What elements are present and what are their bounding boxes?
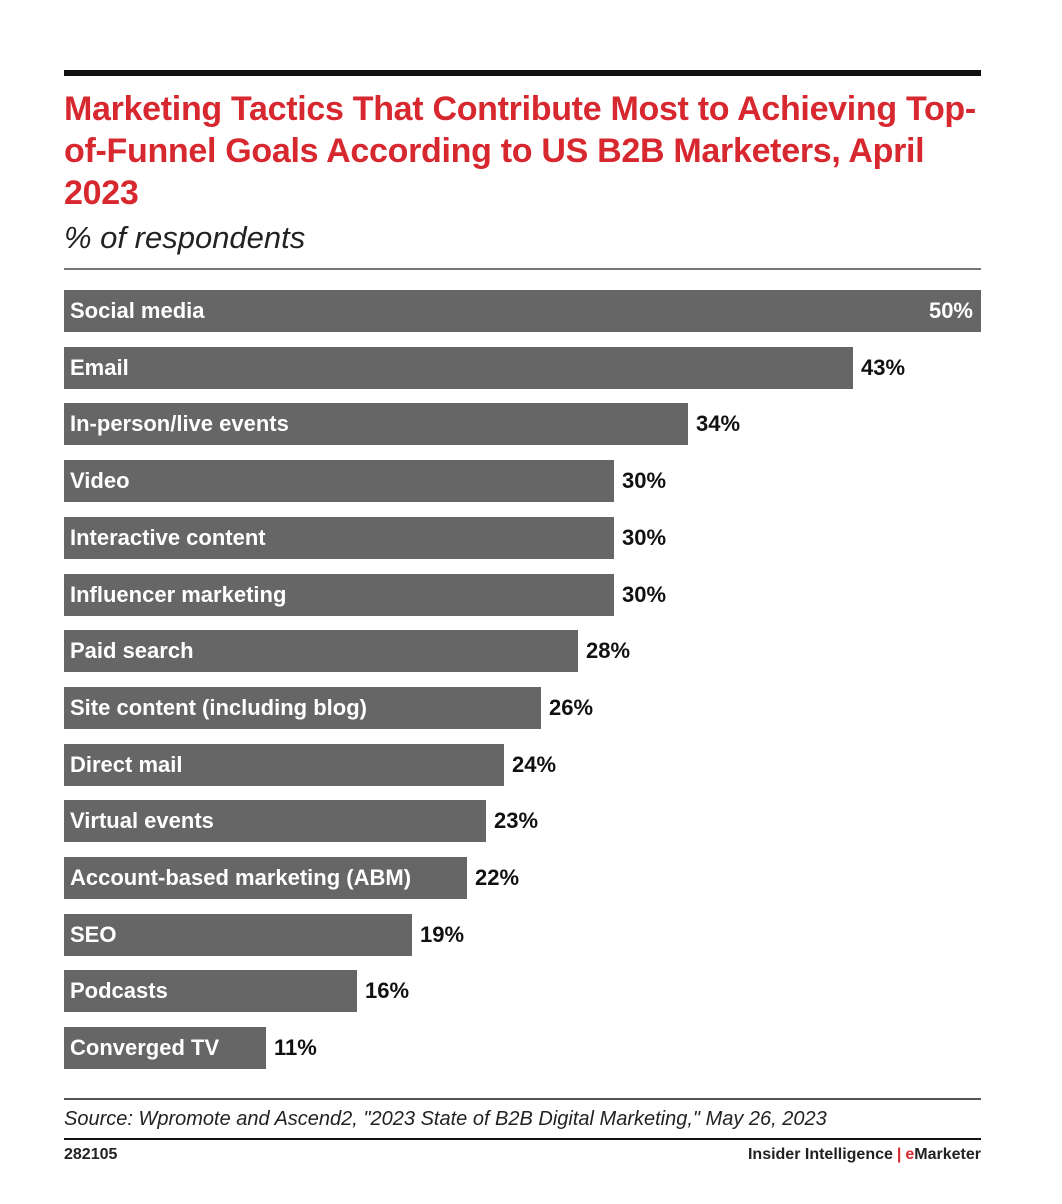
source-note: Source: Wpromote and Ascend2, "2023 Stat… <box>64 1108 827 1130</box>
bar <box>64 403 688 445</box>
value-label: 26% <box>549 695 594 720</box>
value-label: 19% <box>420 922 465 947</box>
chart-title: Marketing Tactics That Contribute Most t… <box>64 90 976 212</box>
value-label: 24% <box>512 752 557 777</box>
bar-row: Paid search 28% <box>64 630 981 672</box>
category-label: Paid search <box>70 638 194 663</box>
category-label: Converged TV <box>70 1035 220 1060</box>
bar-row: Virtual events 23% <box>64 800 981 842</box>
value-label: 50% <box>928 298 973 323</box>
bar-row: SEO 19% <box>64 914 981 956</box>
bar-row: Email 43% <box>64 347 981 389</box>
brand-marketer: Marketer <box>914 1146 981 1163</box>
category-label: Account-based marketing (ABM) <box>70 865 412 890</box>
footer: 282105 Insider Intelligence | eMarketer <box>64 1146 981 1174</box>
chart-id: 282105 <box>64 1146 118 1163</box>
brand-e: e <box>905 1146 915 1163</box>
category-label: Podcasts <box>70 978 168 1003</box>
brand-separator: | <box>896 1146 902 1163</box>
source-divider <box>64 1098 981 1100</box>
top-rule <box>64 70 981 76</box>
footer-divider <box>64 1138 981 1140</box>
value-label: 22% <box>475 865 520 890</box>
bar-row: Converged TV 11% <box>64 1027 981 1069</box>
value-label: 30% <box>622 582 667 607</box>
bar <box>64 687 541 729</box>
bar-row: Interactive content 30% <box>64 517 981 559</box>
bar <box>64 460 614 502</box>
category-label: Influencer marketing <box>70 582 287 607</box>
category-label: SEO <box>70 922 117 947</box>
value-label: 23% <box>494 808 539 833</box>
value-label: 28% <box>586 638 631 663</box>
category-label: Site content (including blog) <box>70 695 367 720</box>
brand-logo: Insider Intelligence | eMarketer <box>748 1146 981 1164</box>
category-label: Video <box>70 468 130 493</box>
chart-card: Marketing Tactics That Contribute Most t… <box>64 70 981 1174</box>
bar <box>64 517 614 559</box>
category-label: Virtual events <box>70 808 214 833</box>
bar <box>64 630 578 672</box>
bar-row: In-person/live events 34% <box>64 403 981 445</box>
value-label: 11% <box>274 1035 317 1060</box>
value-label: 30% <box>622 468 667 493</box>
value-label: 43% <box>861 355 906 380</box>
bar-row: Influencer marketing 30% <box>64 574 981 616</box>
category-label: Social media <box>70 298 205 323</box>
bar <box>64 744 504 786</box>
category-label: Direct mail <box>70 752 183 777</box>
bar-row: Direct mail 24% <box>64 744 981 786</box>
title-divider <box>64 268 981 270</box>
chart-subtitle: % of respondents <box>64 220 306 255</box>
bar-row: Video 30% <box>64 460 981 502</box>
bar-row: Account-based marketing (ABM) 22% <box>64 857 981 899</box>
bar-row: Podcasts 16% <box>64 970 981 1012</box>
bar-chart: Social media 50% Email 43% In-person/live ev… <box>64 290 981 1090</box>
bar <box>64 914 412 956</box>
category-label: Interactive content <box>70 525 266 550</box>
bar <box>64 800 486 842</box>
bar <box>64 347 853 389</box>
value-label: 34% <box>696 411 741 436</box>
bar <box>64 290 981 332</box>
bar <box>64 970 357 1012</box>
bar <box>64 574 614 616</box>
bar-row: Social media 50% <box>64 290 981 332</box>
brand-name: Insider Intelligence <box>747 1146 893 1163</box>
bar-row: Site content (including blog) 26% <box>64 687 981 729</box>
value-label: 16% <box>365 978 410 1003</box>
bar <box>64 1027 266 1069</box>
category-label: In-person/live events <box>70 411 289 436</box>
value-label: 30% <box>622 525 667 550</box>
category-label: Email <box>70 355 129 380</box>
bar <box>64 857 467 899</box>
